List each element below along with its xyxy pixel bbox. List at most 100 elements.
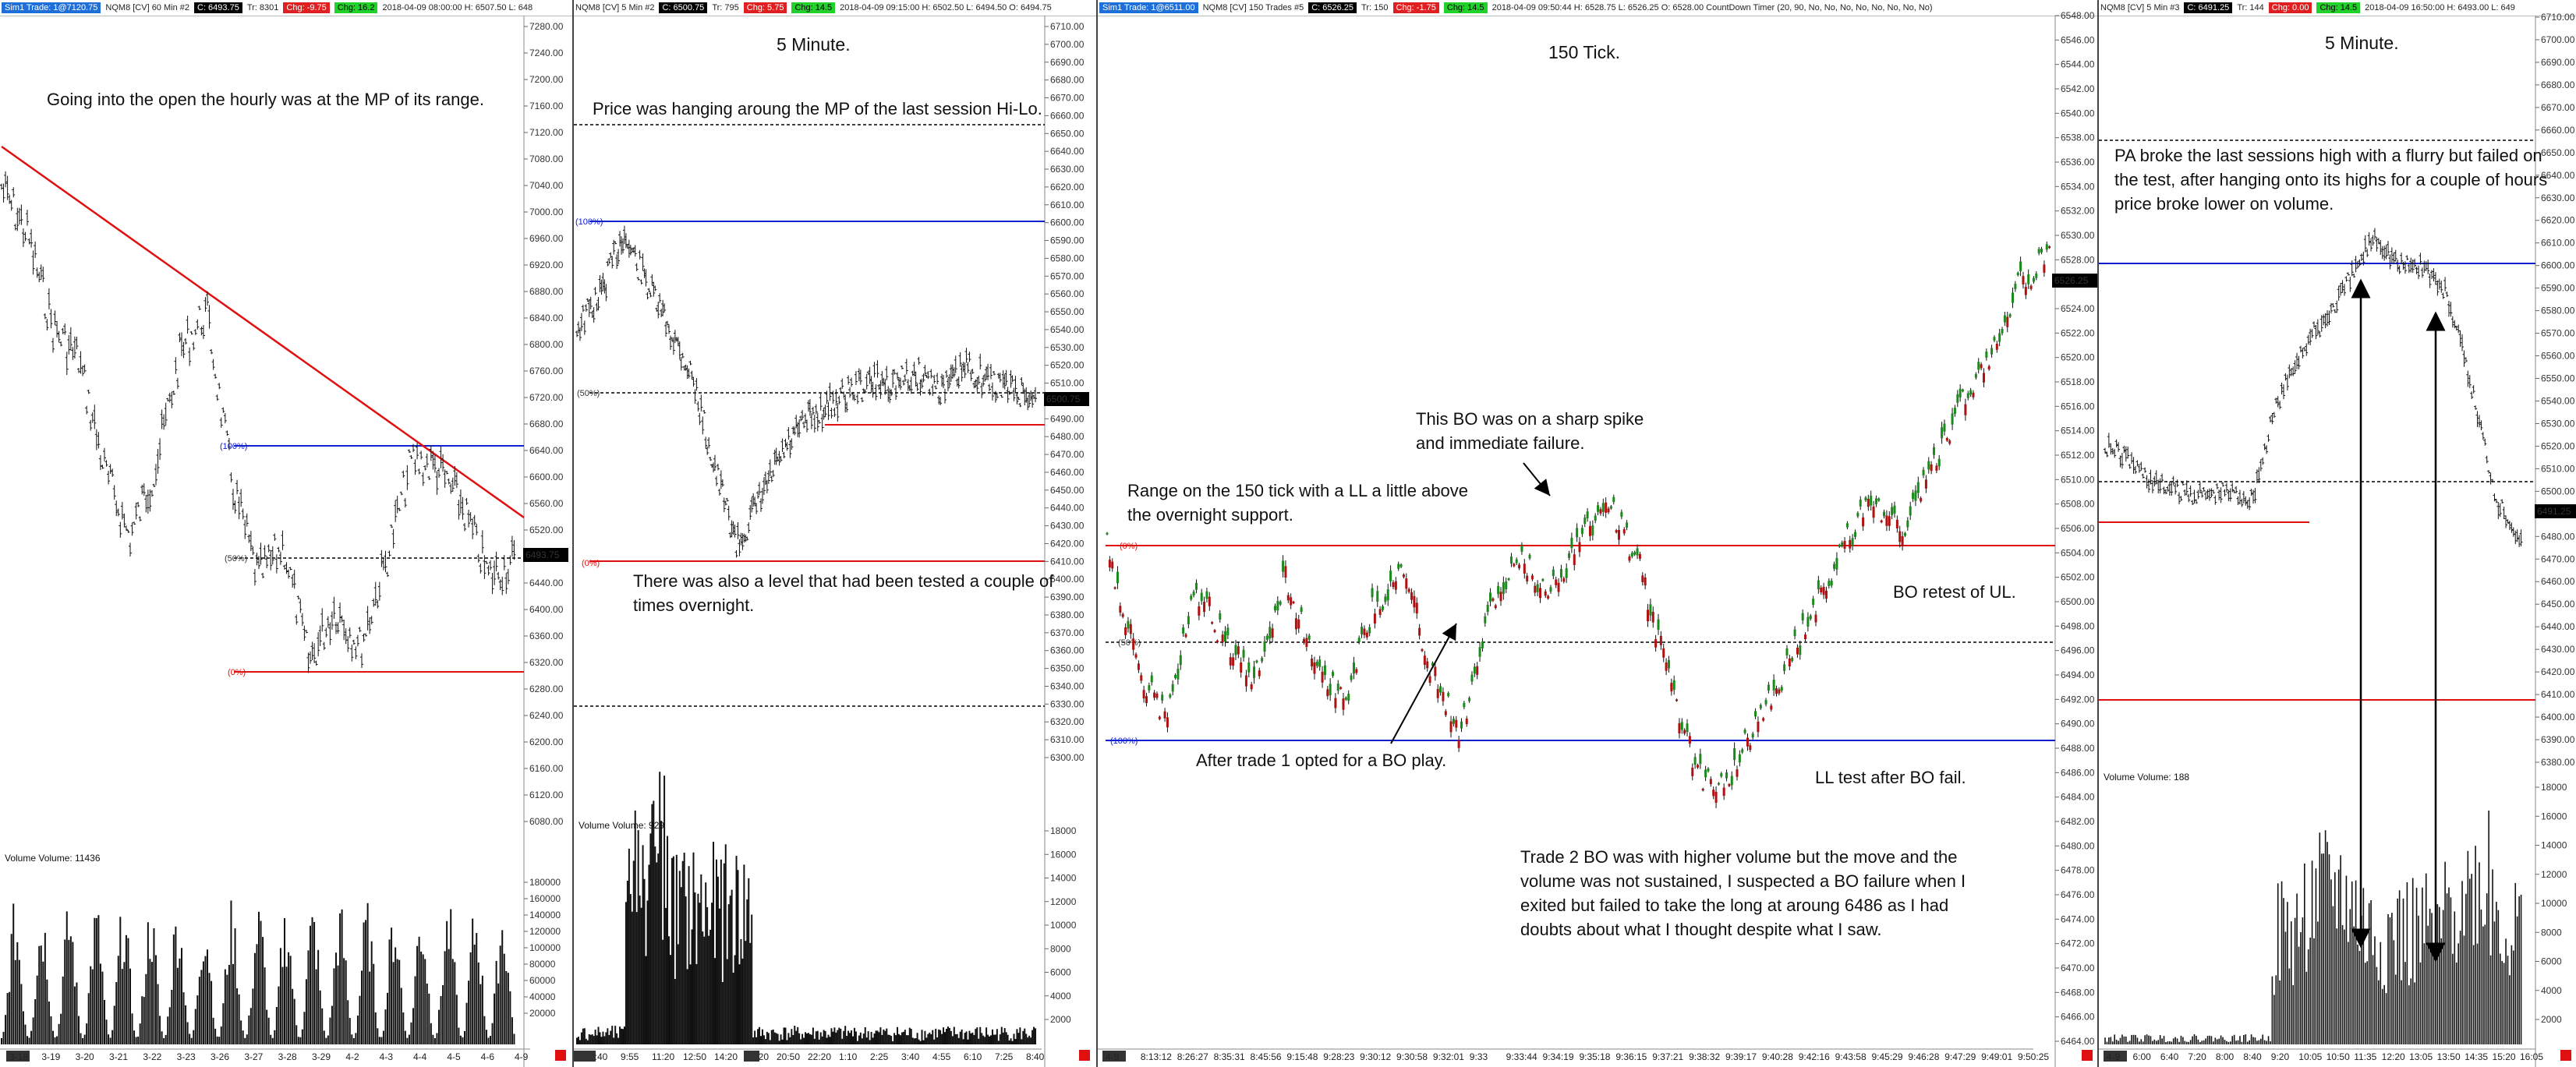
candle-body xyxy=(1177,669,1180,680)
volume-bar xyxy=(2281,881,2283,1044)
candle-body xyxy=(1980,364,1983,369)
volume-bar xyxy=(2471,874,2473,1044)
volume-bar xyxy=(617,1037,620,1044)
x-tick-label: 14:35 xyxy=(2465,1051,2488,1062)
candle-body xyxy=(1124,627,1127,635)
candle-body xyxy=(1893,505,1896,514)
volume-bar xyxy=(335,952,337,1044)
volume-bar xyxy=(412,1008,414,1044)
scroll-indicator[interactable] xyxy=(2560,1050,2571,1061)
volume-bar xyxy=(22,1011,24,1044)
volume-bar xyxy=(844,1026,847,1044)
chart-panel-150tick[interactable]: Sim1 Trade: 1@6511.00 NQM8 [CV] 150 Trad… xyxy=(1098,0,2099,1067)
volume-bar xyxy=(2302,917,2304,1044)
candle-body xyxy=(1203,602,1206,613)
volume-tick-label: 4000 xyxy=(1050,991,1071,1002)
volume-bar xyxy=(2157,1040,2160,1044)
volume-bar xyxy=(295,1025,298,1044)
candle-body xyxy=(1116,571,1119,584)
candle-body xyxy=(1473,666,1476,674)
volume-bar xyxy=(220,1026,222,1044)
volume-bar xyxy=(954,1033,957,1044)
volume-bar xyxy=(242,1030,244,1044)
volume-tick-label: 14000 xyxy=(1050,873,1077,884)
y-tick-label: 6470.00 xyxy=(2061,963,2095,973)
y-tick-label: 6600.00 xyxy=(529,472,564,482)
candle-body xyxy=(1701,788,1704,791)
price-chart[interactable]: 6548.00 6546.00 6544.00 6542.00 6540.00 6538.… xyxy=(1098,0,2099,1067)
volume-bar xyxy=(196,995,199,1044)
y-tick-label: 7160.00 xyxy=(529,101,564,111)
volume-bar xyxy=(159,1016,161,1044)
chart-panel-5min-2[interactable]: NQM8 [CV] 5 Min #3 C: 6491.25 Tr: 144 Ch… xyxy=(2099,0,2576,1067)
volume-bar xyxy=(200,970,203,1044)
scroll-indicator[interactable] xyxy=(1079,1050,1090,1061)
x-tick-label: 3-18 xyxy=(9,1051,28,1062)
volume-bar xyxy=(65,911,68,1044)
price-chart[interactable]: 7280.00 7240.00 7200.00 7160.00 7120.00 7080.… xyxy=(0,0,574,1067)
volume-bar xyxy=(97,915,100,1044)
y-tick-label: 7040.00 xyxy=(529,180,564,191)
volume-bar xyxy=(787,1033,790,1044)
volume-bar xyxy=(715,859,717,1044)
candle-body xyxy=(1762,718,1765,721)
candle-body xyxy=(1675,699,1679,701)
price-badge xyxy=(523,548,568,562)
volume-bar xyxy=(913,1038,915,1044)
candle-body xyxy=(1547,595,1550,599)
price-chart[interactable]: 6710.00 6700.00 6690.00 6680.00 6670.00 6660.… xyxy=(574,0,1098,1067)
volume-bar xyxy=(897,1026,899,1044)
candle-body xyxy=(1428,676,1431,683)
scroll-indicator[interactable] xyxy=(2082,1050,2093,1061)
candle-body xyxy=(1638,553,1641,559)
volume-bar xyxy=(244,1037,246,1044)
price-badge xyxy=(1044,392,1089,406)
candle-body xyxy=(1365,632,1368,638)
chart-panel-60min[interactable]: Sim1 Trade: 1@7120.75 NQM8 [CV] 60 Min #… xyxy=(0,0,574,1067)
candle-body xyxy=(1137,663,1140,670)
volume-bar xyxy=(883,1029,885,1044)
candle-body xyxy=(1799,645,1802,655)
volume-bar xyxy=(214,1028,217,1044)
volume-bar xyxy=(99,963,101,1044)
volume-bar xyxy=(843,1030,845,1044)
volume-bar xyxy=(2433,950,2435,1044)
y-tick-label: 6536.00 xyxy=(2061,157,2095,168)
volume-bar xyxy=(947,1026,949,1044)
volume-bar xyxy=(2393,940,2395,1044)
volume-bar xyxy=(967,1039,969,1044)
price-badge-label: 6500.75 xyxy=(1046,394,1081,405)
volume-bar xyxy=(101,971,104,1044)
y-tick-label: 6510.00 xyxy=(2061,474,2095,485)
x-tick-label: 12:50 xyxy=(683,1051,706,1062)
x-tick-label: 9:39:17 xyxy=(1725,1051,1757,1062)
volume-bar xyxy=(2246,1041,2249,1044)
candle-body xyxy=(1609,506,1612,509)
volume-tick-label: 18000 xyxy=(2541,782,2567,793)
volume-bar xyxy=(418,936,420,1044)
volume-bar xyxy=(34,999,37,1044)
candle-body xyxy=(1465,719,1468,725)
volume-bar xyxy=(28,1037,30,1044)
volume-bar xyxy=(667,836,669,1044)
volume-bar xyxy=(2425,873,2427,1044)
candle-body xyxy=(1513,564,1516,567)
volume-bar xyxy=(181,948,182,1044)
trendline xyxy=(1,145,525,519)
chart-panel-5min[interactable]: NQM8 [CV] 5 Min #2 C: 6500.75 Tr: 795 Ch… xyxy=(574,0,1098,1067)
volume-bar xyxy=(355,1033,357,1044)
symbol-label: NQM8 [CV] 150 Trades #5 xyxy=(1202,3,1304,12)
volume-bar xyxy=(2305,971,2308,1044)
volume-bar xyxy=(2340,855,2341,1044)
price-chart[interactable]: 6710.00 6700.00 6690.00 6680.00 6670.00 6660.… xyxy=(2099,0,2576,1067)
candle-body xyxy=(1384,596,1387,602)
volume-bar xyxy=(459,1035,462,1044)
volume-bar xyxy=(117,956,119,1044)
volume-bar xyxy=(2454,911,2456,1044)
volume-bar xyxy=(981,1033,983,1044)
chart-title: 150 Tick. xyxy=(1548,42,1621,62)
x-tick-label: 6:10 xyxy=(964,1051,982,1062)
candle-body xyxy=(1833,564,1836,569)
x-tick-label: 16:05 xyxy=(2520,1051,2543,1062)
scroll-indicator[interactable] xyxy=(555,1050,566,1061)
